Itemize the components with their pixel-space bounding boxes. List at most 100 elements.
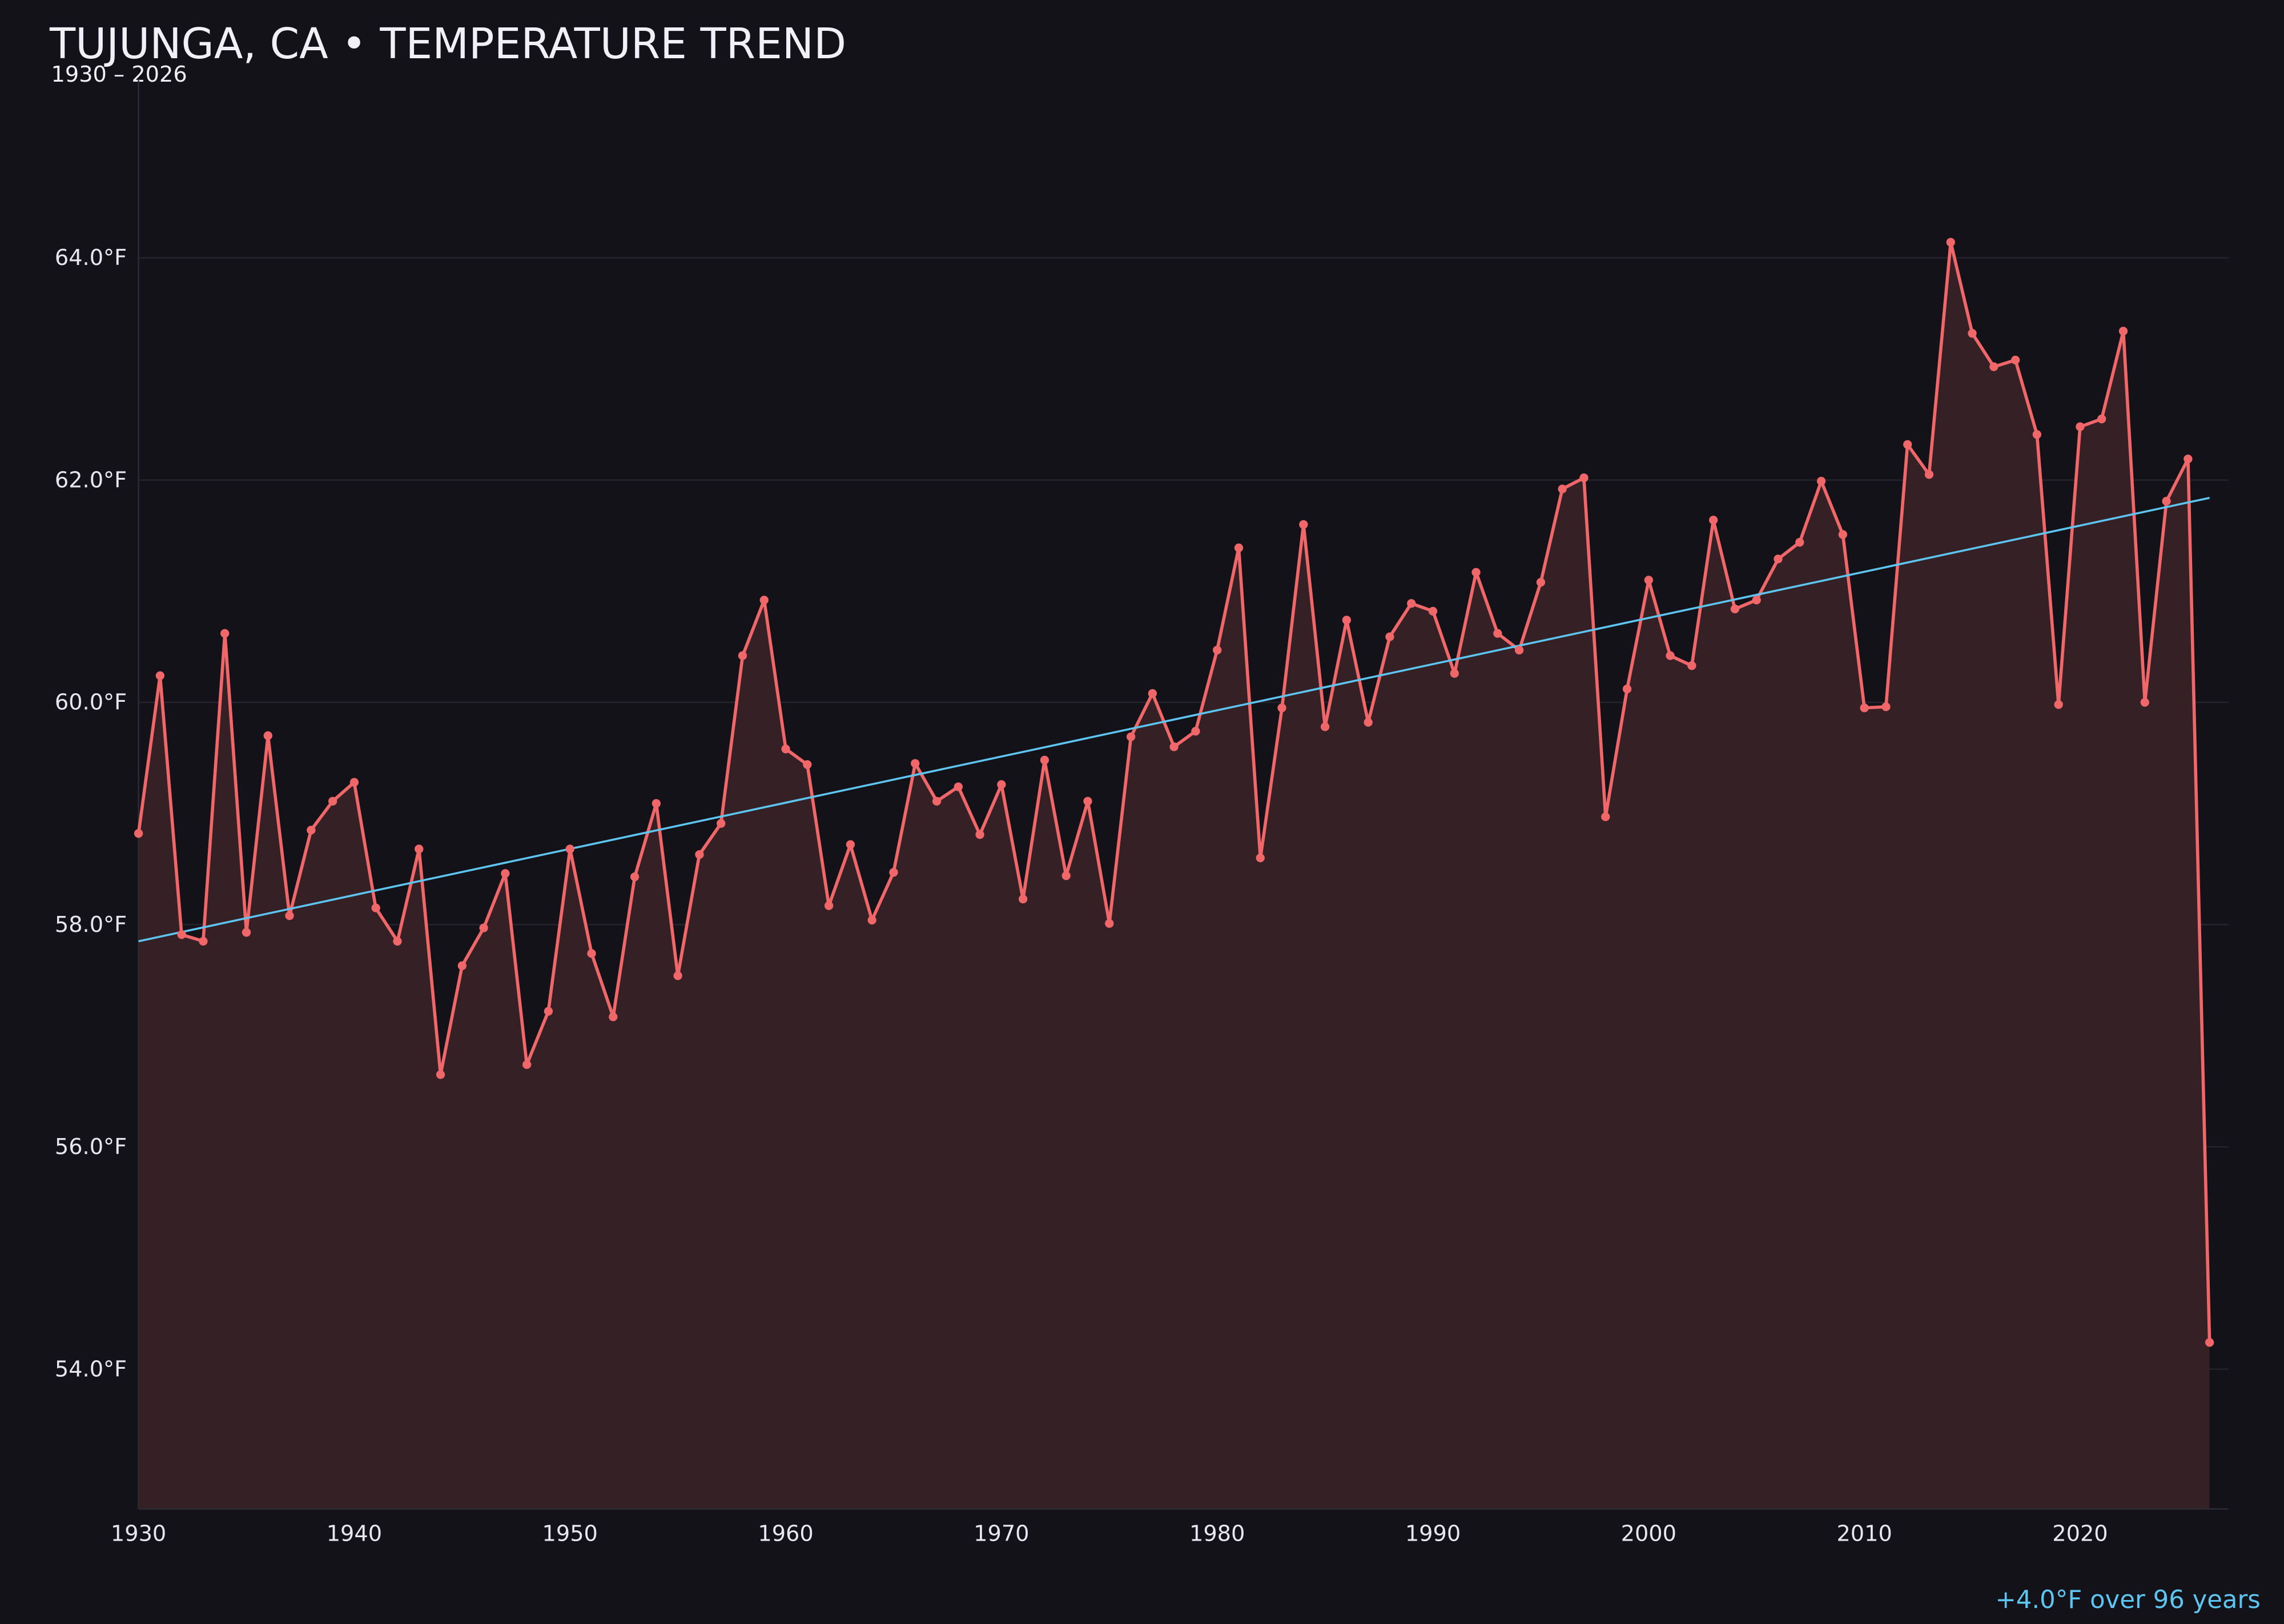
data-point-2005 bbox=[1752, 596, 1761, 605]
data-point-1933 bbox=[199, 936, 208, 946]
data-point-2008 bbox=[1816, 476, 1826, 486]
data-point-1950 bbox=[565, 845, 574, 854]
data-point-2016 bbox=[1989, 362, 1998, 371]
data-point-1976 bbox=[1126, 732, 1136, 741]
data-point-2020 bbox=[2076, 422, 2085, 431]
data-point-1946 bbox=[479, 923, 488, 932]
data-point-2009 bbox=[1838, 530, 1848, 539]
x-tick-label: 2000 bbox=[1621, 1521, 1676, 1547]
chart-title: TUJUNGA, CA • TEMPERATURE TREND bbox=[49, 19, 846, 69]
data-point-1932 bbox=[177, 930, 186, 939]
trend-annotation: +4.0°F over 96 years bbox=[1995, 1586, 2260, 1614]
data-point-2017 bbox=[2010, 355, 2020, 365]
data-point-1984 bbox=[1299, 520, 1308, 529]
data-point-2019 bbox=[2054, 700, 2063, 709]
trend-line bbox=[138, 497, 2210, 943]
y-tick-label: 56.0°F bbox=[55, 1134, 127, 1160]
data-point-1991 bbox=[1450, 669, 1459, 678]
data-point-1973 bbox=[1061, 871, 1071, 881]
data-point-1958 bbox=[738, 651, 747, 660]
data-point-1995 bbox=[1536, 578, 1546, 587]
data-point-1981 bbox=[1234, 543, 1244, 553]
data-point-1970 bbox=[997, 780, 1006, 789]
data-point-1990 bbox=[1428, 606, 1438, 616]
data-point-1992 bbox=[1471, 568, 1481, 577]
x-tick-label: 1970 bbox=[974, 1521, 1029, 1547]
data-point-1961 bbox=[803, 760, 812, 769]
data-point-1965 bbox=[889, 868, 898, 877]
data-point-2010 bbox=[1860, 704, 1869, 713]
data-point-1955 bbox=[673, 971, 682, 980]
data-point-1999 bbox=[1622, 684, 1632, 694]
data-point-1979 bbox=[1191, 726, 1200, 736]
data-point-1949 bbox=[544, 1007, 553, 1016]
data-point-2013 bbox=[1924, 470, 1934, 479]
data-point-1956 bbox=[695, 850, 704, 859]
data-point-1936 bbox=[263, 731, 272, 740]
x-tick-label: 1990 bbox=[1405, 1521, 1461, 1547]
y-tick-label: 54.0°F bbox=[55, 1356, 127, 1382]
x-tick-label: 1950 bbox=[542, 1521, 598, 1547]
data-point-2006 bbox=[1774, 554, 1783, 564]
data-point-2022 bbox=[2118, 327, 2128, 336]
data-point-1975 bbox=[1105, 919, 1114, 928]
data-point-1947 bbox=[501, 869, 510, 878]
data-point-2014 bbox=[1946, 238, 1955, 247]
data-point-1934 bbox=[220, 629, 230, 638]
data-point-2007 bbox=[1795, 538, 1804, 547]
x-tick-label: 1940 bbox=[327, 1521, 382, 1547]
data-point-1967 bbox=[932, 797, 942, 806]
data-point-2003 bbox=[1709, 516, 1718, 525]
x-tick-label: 2020 bbox=[2052, 1521, 2108, 1547]
data-point-1988 bbox=[1385, 632, 1394, 641]
data-point-1952 bbox=[609, 1012, 618, 1022]
data-point-1980 bbox=[1213, 645, 1222, 655]
data-point-2025 bbox=[2184, 455, 2193, 464]
data-point-1969 bbox=[975, 830, 984, 839]
data-point-1963 bbox=[846, 840, 855, 849]
data-point-2004 bbox=[1730, 604, 1740, 614]
data-point-1931 bbox=[155, 671, 165, 680]
data-point-2000 bbox=[1644, 576, 1653, 585]
y-tick-label: 62.0°F bbox=[55, 467, 127, 493]
data-point-2026 bbox=[2205, 1338, 2214, 1347]
data-point-1938 bbox=[307, 826, 316, 835]
x-tick-label: 1980 bbox=[1189, 1521, 1245, 1547]
data-point-1971 bbox=[1018, 894, 1028, 904]
y-tick-label: 58.0°F bbox=[55, 912, 127, 938]
data-point-2001 bbox=[1666, 651, 1675, 660]
data-point-1951 bbox=[587, 949, 596, 958]
data-point-1940 bbox=[349, 778, 359, 787]
x-tick-label: 1960 bbox=[758, 1521, 813, 1547]
data-point-1935 bbox=[242, 928, 251, 937]
data-point-2023 bbox=[2140, 698, 2149, 707]
data-point-1985 bbox=[1320, 722, 1330, 731]
data-point-1930 bbox=[134, 829, 143, 838]
data-point-1937 bbox=[285, 911, 294, 920]
x-tick-label: 2010 bbox=[1836, 1521, 1892, 1547]
data-point-1942 bbox=[393, 936, 402, 946]
data-point-1978 bbox=[1169, 742, 1179, 751]
data-point-1962 bbox=[824, 901, 834, 910]
data-point-1989 bbox=[1407, 599, 1416, 608]
data-point-1972 bbox=[1040, 755, 1049, 765]
data-point-1997 bbox=[1579, 473, 1589, 483]
y-tick-label: 64.0°F bbox=[55, 245, 127, 271]
data-point-2021 bbox=[2097, 415, 2106, 424]
data-point-1966 bbox=[911, 759, 920, 768]
x-tick-label: 1930 bbox=[111, 1521, 166, 1547]
data-point-1943 bbox=[415, 845, 424, 854]
data-point-1968 bbox=[954, 782, 963, 791]
data-point-1954 bbox=[652, 799, 661, 808]
data-point-1964 bbox=[867, 915, 876, 925]
y-tick-label: 60.0°F bbox=[55, 690, 127, 715]
data-point-1986 bbox=[1342, 616, 1352, 625]
data-point-1948 bbox=[522, 1060, 532, 1070]
data-point-1983 bbox=[1277, 704, 1286, 713]
data-point-1960 bbox=[781, 745, 790, 754]
data-point-1959 bbox=[759, 596, 769, 605]
data-point-1953 bbox=[630, 872, 640, 882]
data-point-1945 bbox=[457, 961, 467, 970]
data-point-2002 bbox=[1687, 661, 1696, 670]
